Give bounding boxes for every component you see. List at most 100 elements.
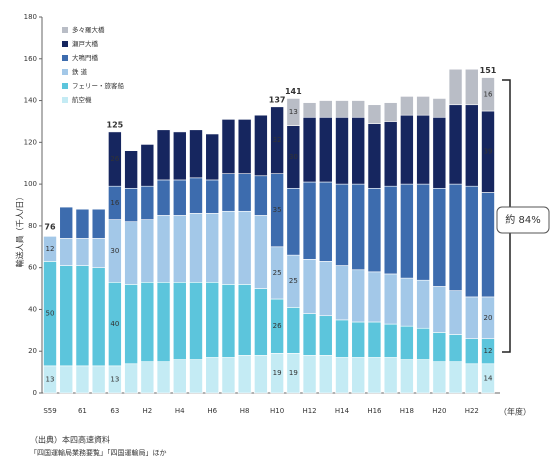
bar-segment	[432, 187, 447, 287]
bar-segment	[400, 325, 414, 360]
bar-segment	[189, 177, 203, 214]
bar-segment	[432, 332, 447, 362]
data-label: 32	[273, 136, 282, 144]
bar-segment	[448, 290, 463, 335]
bar-segment	[286, 98, 301, 126]
legend-label: 大鳴門橋	[72, 53, 99, 62]
data-label: 26	[110, 155, 119, 163]
bar-segment	[464, 185, 479, 298]
bar-segment	[432, 98, 447, 118]
bar-segment	[91, 365, 106, 394]
bar-segment	[91, 208, 106, 239]
bar-segment	[318, 315, 333, 356]
bar-segment	[221, 119, 236, 174]
bar-segment	[383, 357, 398, 394]
x-tick-label: 61	[78, 407, 87, 415]
x-tick-label: H12	[302, 407, 316, 415]
bar-segment	[124, 284, 138, 365]
legend-swatch	[62, 97, 68, 103]
bar-segment	[221, 357, 236, 394]
bar-segment	[108, 131, 122, 187]
bar-segment	[91, 238, 106, 268]
bar-segment	[254, 175, 268, 216]
total-label: 76	[44, 223, 56, 232]
bar-segment	[351, 269, 366, 323]
y-tick-label: 100	[24, 180, 37, 188]
bar-segment	[383, 323, 398, 358]
bar-segment	[172, 131, 187, 181]
data-label: 35	[273, 206, 282, 214]
bar-segment	[124, 150, 138, 189]
legend-label: フェリー・旅客船	[72, 81, 125, 90]
bar-segment	[318, 116, 333, 183]
data-label: 13	[46, 375, 55, 383]
bar-segment	[464, 338, 479, 365]
legend-swatch	[62, 27, 68, 33]
bar-segment	[302, 355, 317, 394]
bar-segment	[91, 267, 106, 367]
total-label: 137	[269, 95, 286, 104]
y-tick-label: 20	[28, 347, 37, 355]
bar-segment	[335, 319, 349, 358]
x-tick-label: H8	[240, 407, 250, 415]
legend-swatch	[62, 41, 68, 47]
bar-segment	[286, 187, 301, 256]
data-label: 30	[289, 153, 298, 161]
bar-segment	[237, 284, 252, 356]
data-label: 50	[46, 310, 55, 318]
bar-segment	[318, 181, 333, 262]
x-tick-label: H2	[142, 407, 152, 415]
bar-segment	[416, 183, 430, 281]
data-label: 40	[110, 320, 119, 328]
bar-segment	[140, 361, 155, 394]
bar-segment	[205, 133, 220, 181]
data-label: 14	[484, 374, 493, 382]
bar-segment	[464, 296, 479, 339]
annotation-box	[496, 206, 550, 234]
bar-segment	[156, 281, 171, 362]
bar-segment	[124, 221, 138, 285]
y-tick-label: 60	[28, 264, 37, 272]
x-tick-label: H18	[400, 407, 414, 415]
bar-segment	[302, 102, 317, 118]
bar-segment	[156, 361, 171, 394]
bar-segment	[221, 284, 236, 358]
legend-label: 航空機	[72, 95, 92, 104]
legend-swatch	[62, 83, 68, 89]
bar-segment	[335, 183, 349, 266]
bar-segment	[302, 259, 317, 314]
bar-segment	[351, 183, 366, 271]
bar-segment	[59, 265, 74, 367]
bar-segment	[140, 219, 155, 283]
bar-segment	[367, 321, 382, 358]
legend-label: 多々羅大橋	[72, 25, 105, 34]
bar-segment	[400, 114, 414, 185]
legend-swatch	[62, 55, 68, 61]
bar-segment	[351, 100, 366, 118]
annotation: 約 84%	[505, 213, 540, 226]
data-label: 19	[273, 369, 282, 377]
bar-segment	[172, 281, 187, 360]
bar-segment	[400, 277, 414, 327]
legend-swatch	[62, 69, 68, 75]
bar-segment	[448, 334, 463, 362]
y-tick-label: 160	[24, 55, 37, 63]
bar-segment	[254, 288, 268, 356]
bar-segment	[351, 357, 366, 394]
total-label: 141	[285, 87, 302, 96]
bar-segment	[254, 114, 268, 177]
bar-segment	[383, 273, 398, 325]
bar-segment	[400, 183, 414, 279]
bar-segment	[448, 104, 463, 185]
bar-segment	[237, 210, 252, 285]
bar-segment	[400, 359, 414, 394]
bar-segment	[367, 187, 382, 273]
data-label: 13	[110, 375, 119, 383]
data-label: 12	[46, 245, 55, 253]
bar-segment	[221, 173, 236, 212]
y-tick-label: 40	[28, 305, 37, 313]
bar-segment	[59, 365, 74, 394]
bar-segment	[367, 104, 382, 124]
x-tick-label: 63	[110, 407, 119, 415]
